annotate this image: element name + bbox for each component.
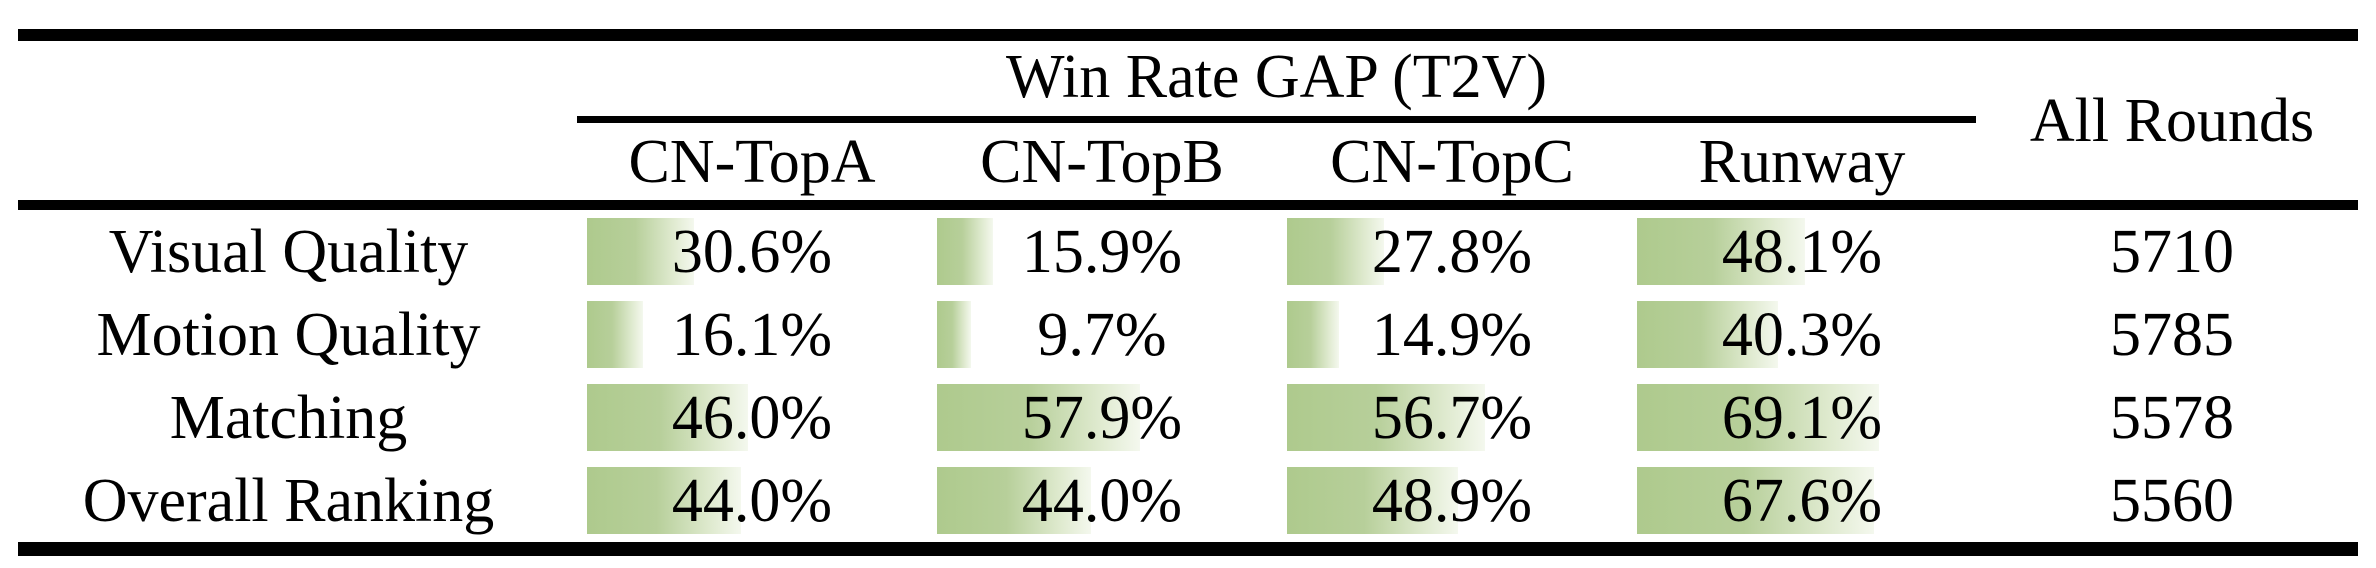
win-rate-bar	[937, 467, 1091, 534]
win-rate-bar	[1637, 301, 1779, 368]
win-rate-value: 56.7%	[1371, 383, 1533, 452]
column-header-runway: Runway	[1698, 128, 1906, 196]
column-header-cn-topc: CN-TopC	[1330, 128, 1574, 196]
value-cell: 46.0%	[577, 376, 927, 459]
win-rate-bar	[1637, 218, 1806, 285]
win-rate-value: 46.0%	[671, 383, 833, 452]
top-rule	[18, 29, 2358, 41]
value-cell: 30.6%	[577, 210, 927, 293]
value-cell: 48.9%	[1277, 459, 1627, 542]
row-label: Matching	[169, 383, 408, 452]
row-label: Overall Ranking	[82, 466, 495, 535]
win-rate-value: 14.9%	[1371, 300, 1533, 369]
win-rate-value: 48.1%	[1721, 217, 1883, 286]
win-rate-value: 48.9%	[1371, 466, 1533, 535]
win-rate-value: 57.9%	[1021, 383, 1183, 452]
table-row-visual-quality: Visual Quality 30.6% 15.9% 27.8% 48.1% 5…	[0, 210, 2376, 293]
group-header-win-rate-gap: Win Rate GAP (T2V)	[1005, 43, 1548, 111]
value-cell: 44.0%	[927, 459, 1277, 542]
win-rate-value: 44.0%	[1021, 466, 1183, 535]
win-rate-bar	[1287, 301, 1340, 368]
win-rate-value: 15.9%	[1021, 217, 1183, 286]
column-header-all-rounds: All Rounds	[2029, 87, 2315, 155]
group-header-underline	[577, 116, 1976, 123]
column-header-cn-topb: CN-TopB	[980, 128, 1224, 196]
table-row-overall-ranking: Overall Ranking 44.0% 44.0% 48.9% 67.6% …	[0, 459, 2376, 542]
column-header-cn-topa: CN-TopA	[628, 128, 876, 196]
win-rate-bar	[587, 384, 748, 451]
value-cell: 44.0%	[577, 459, 927, 542]
all-rounds-value: 5710	[2110, 217, 2234, 286]
win-rate-bar	[587, 218, 695, 285]
win-rate-value: 9.7%	[1037, 300, 1167, 369]
win-rate-bar	[1287, 467, 1459, 534]
value-cell: 14.9%	[1277, 293, 1627, 376]
win-rate-value: 16.1%	[671, 300, 833, 369]
win-rate-bar	[1637, 467, 1874, 534]
win-rate-bar	[587, 467, 741, 534]
win-rate-bar	[937, 301, 971, 368]
all-rounds-value: 5785	[2110, 300, 2234, 369]
value-cell: 15.9%	[927, 210, 1277, 293]
value-cell: 9.7%	[927, 293, 1277, 376]
all-rounds-value: 5578	[2110, 383, 2234, 452]
win-rate-value: 40.3%	[1721, 300, 1883, 369]
win-rate-value: 67.6%	[1721, 466, 1883, 535]
win-rate-bar	[937, 218, 993, 285]
row-label: Motion Quality	[96, 300, 481, 369]
value-cell: 69.1%	[1627, 376, 1977, 459]
win-rate-bar	[587, 301, 644, 368]
table-row-matching: Matching 46.0% 57.9% 56.7% 69.1% 5578	[0, 376, 2376, 459]
value-cell: 67.6%	[1627, 459, 1977, 542]
all-rounds-value: 5560	[2110, 466, 2234, 535]
header-separator-rule	[18, 200, 2358, 210]
win-rate-bar	[1637, 384, 1879, 451]
value-cell: 40.3%	[1627, 293, 1977, 376]
win-rate-value: 30.6%	[671, 217, 833, 286]
win-rate-value: 27.8%	[1371, 217, 1533, 286]
value-cell: 16.1%	[577, 293, 927, 376]
bottom-rule	[18, 542, 2358, 556]
win-rate-value: 69.1%	[1721, 383, 1883, 452]
value-cell: 48.1%	[1627, 210, 1977, 293]
value-cell: 56.7%	[1277, 376, 1627, 459]
value-cell: 57.9%	[927, 376, 1277, 459]
table-row-motion-quality: Motion Quality 16.1% 9.7% 14.9% 40.3% 57…	[0, 293, 2376, 376]
row-label: Visual Quality	[108, 217, 469, 286]
value-cell: 27.8%	[1277, 210, 1627, 293]
win-rate-bar	[1287, 384, 1486, 451]
win-rate-bar	[937, 384, 1140, 451]
win-rate-bar	[1287, 218, 1385, 285]
win-rate-value: 44.0%	[671, 466, 833, 535]
